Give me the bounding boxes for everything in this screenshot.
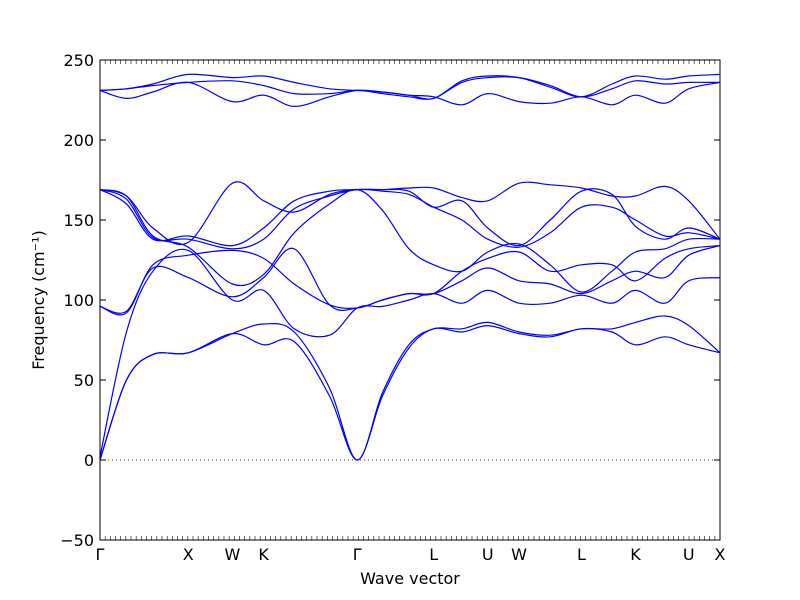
x-tick-label-7: U <box>482 545 494 564</box>
band-line-1 <box>99 324 721 461</box>
y-tick-label: 250 <box>63 51 94 70</box>
band-line-9 <box>99 181 721 245</box>
y-ticks: −50 0 50 100 150 200 250 <box>60 51 720 550</box>
y-axis-label: Frequency (cm⁻¹) <box>29 230 48 369</box>
x-tick-label-10: K <box>630 545 641 564</box>
x-tick-label-2: X <box>183 545 194 564</box>
y-tick-label: 50 <box>74 371 94 390</box>
band-line-2 <box>99 315 721 461</box>
y-tick-label: 100 <box>63 291 94 310</box>
x-tick-label-8: W <box>511 545 527 564</box>
x-tick-label-4: K <box>258 545 269 564</box>
x-tick-label-1: Γ <box>96 545 105 564</box>
band-line-3 <box>99 248 721 457</box>
band-line-4 <box>99 245 721 314</box>
band-line-10 <box>99 81 721 108</box>
phonon-bands <box>99 73 721 461</box>
x-tick-label-5: Γ <box>353 545 362 564</box>
band-line-7 <box>99 188 721 250</box>
band-line-8 <box>99 188 721 247</box>
y-tick-label: 150 <box>63 211 94 230</box>
x-tick-label-12: X <box>715 545 726 564</box>
band-line-6 <box>99 188 721 293</box>
x-tick-label-3: W <box>224 545 240 564</box>
y-tick-label: −50 <box>60 531 94 550</box>
y-tick-label: 200 <box>63 131 94 150</box>
band-line-12 <box>99 73 721 100</box>
plot-frame <box>99 59 721 541</box>
band-line-5 <box>99 245 721 316</box>
x-tick-label-11: U <box>683 545 695 564</box>
y-tick-label: 0 <box>84 451 94 470</box>
band-line-11 <box>99 76 721 100</box>
x-tick-label-9: L <box>577 545 586 564</box>
x-axis-label: Wave vector <box>360 569 460 588</box>
x-tick-label-6: L <box>429 545 438 564</box>
